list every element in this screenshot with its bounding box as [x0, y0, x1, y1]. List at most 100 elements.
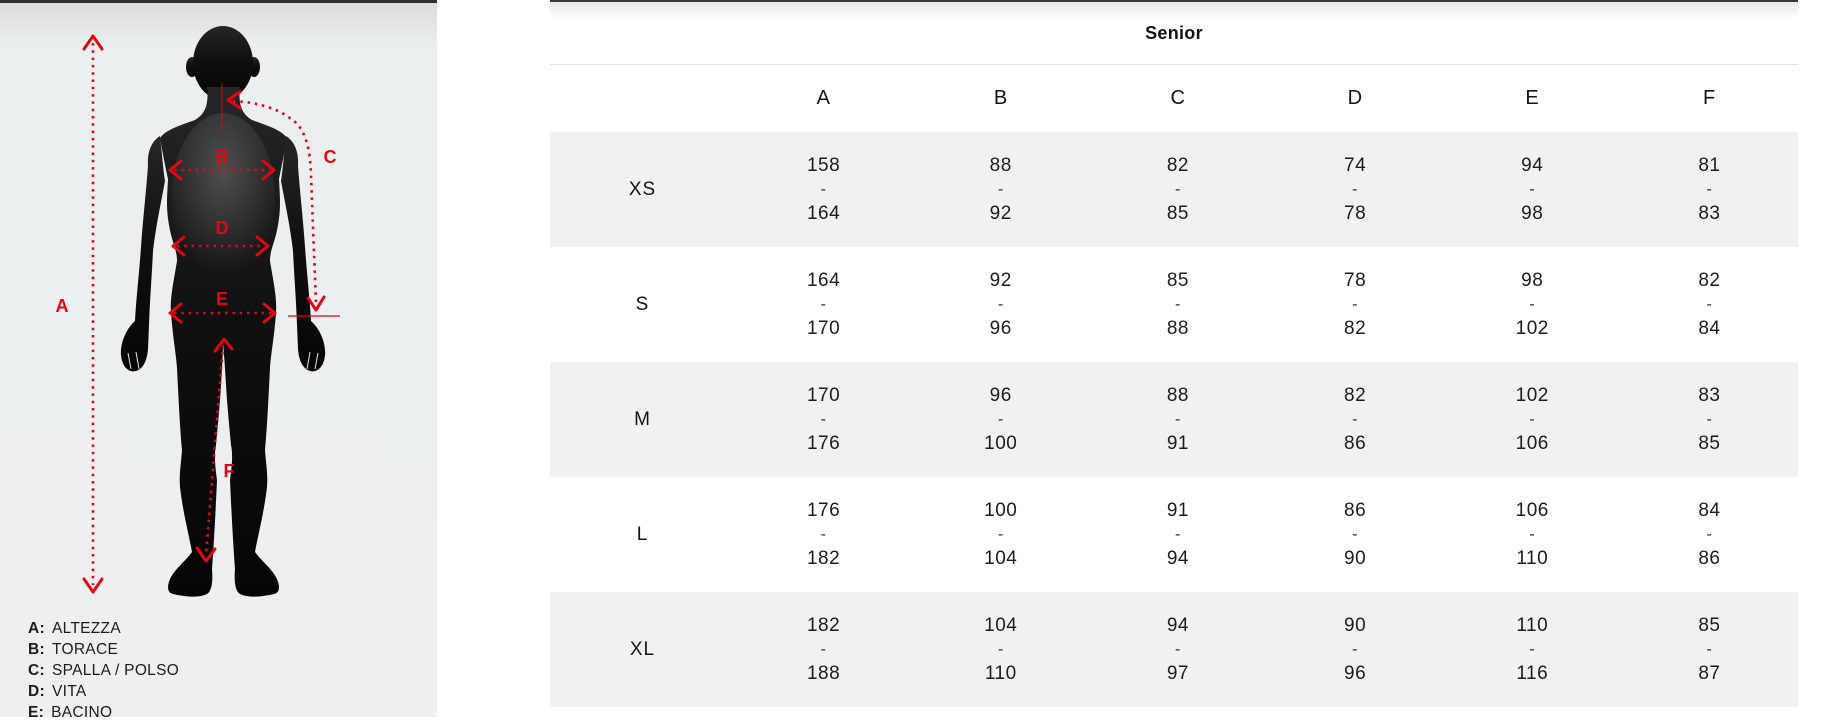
range-cell: 92 - 96 [912, 268, 1089, 342]
range-separator: - [1352, 525, 1358, 543]
range-min: 82 [1344, 384, 1367, 406]
size-row-m: M 170 - 176 96 - 100 88 - 91 82 - 86 102 - 106 83 -… [550, 362, 1798, 477]
range-min: 74 [1344, 154, 1367, 176]
legend-key: B: [28, 641, 45, 658]
range-separator: - [1175, 180, 1181, 198]
range-min: 84 [1698, 499, 1721, 521]
range-cell: 85 - 88 [1089, 268, 1266, 342]
range-separator: - [1352, 295, 1358, 313]
range-cell: 176 - 182 [735, 498, 912, 572]
range-cell: 82 - 85 [1089, 153, 1266, 227]
range-max: 83 [1698, 202, 1721, 224]
column-header: F [1703, 87, 1716, 109]
range-cell: 96 - 100 [912, 383, 1089, 457]
range-min: 91 [1166, 499, 1189, 521]
measurement-legend: A: ALTEZZA B: TORACE C: SPALLA / POLSO D: VI… [28, 618, 179, 723]
range-min: 110 [1516, 614, 1549, 636]
legend-key: C: [28, 662, 45, 679]
range-max: 116 [1516, 662, 1549, 684]
range-separator: - [1529, 525, 1536, 543]
measure-line-a [82, 34, 104, 594]
column-header: D [1347, 87, 1363, 109]
legend-item-c: C: SPALLA / POLSO [28, 660, 179, 681]
measure-label-a: A [56, 296, 69, 316]
range-separator: - [997, 640, 1004, 658]
size-label: S [635, 293, 650, 315]
range-separator: - [1529, 295, 1536, 313]
range-max: 92 [989, 202, 1012, 224]
range-cell: 91 - 94 [1089, 498, 1266, 572]
range-separator: - [820, 640, 827, 658]
range-max: 85 [1166, 202, 1189, 224]
range-cell: 94 - 97 [1089, 613, 1266, 687]
legend-key: D: [28, 683, 45, 700]
measure-line-f [195, 337, 234, 563]
range-max: 176 [806, 432, 841, 454]
range-min: 85 [1166, 269, 1189, 291]
range-min: 96 [989, 384, 1012, 406]
range-separator: - [997, 295, 1004, 313]
column-header-row: A B C D E F [550, 65, 1798, 132]
size-label: XS [628, 178, 657, 200]
legend-label: BACINO [51, 704, 113, 721]
range-cell: 98 - 102 [1444, 268, 1621, 342]
mannequin-head [193, 26, 253, 100]
range-min: 158 [806, 154, 841, 176]
range-separator: - [820, 295, 827, 313]
range-cell: 83 - 85 [1621, 383, 1798, 457]
range-max: 87 [1698, 662, 1721, 684]
measure-label-b: B [216, 147, 229, 167]
range-cell: 102 - 106 [1444, 383, 1621, 457]
range-cell: 78 - 82 [1267, 268, 1444, 342]
range-max: 110 [1516, 547, 1549, 569]
range-max: 106 [1515, 432, 1549, 454]
range-cell: 82 - 86 [1267, 383, 1444, 457]
range-cell: 88 - 91 [1089, 383, 1266, 457]
range-separator: - [1706, 410, 1713, 428]
range-min: 176 [806, 499, 841, 521]
range-cell: 84 - 86 [1621, 498, 1798, 572]
measure-line-d [171, 235, 270, 257]
range-min: 98 [1521, 269, 1544, 291]
range-min: 83 [1698, 384, 1721, 406]
range-min: 182 [806, 614, 841, 636]
range-min: 164 [806, 269, 841, 291]
range-cell: 158 - 164 [735, 153, 912, 227]
range-min: 90 [1344, 614, 1367, 636]
size-row-xl: XL 182 - 188 104 - 110 94 - 97 90 - 96 110 - 116 8… [550, 592, 1798, 707]
column-header: C [1170, 87, 1186, 109]
range-max: 98 [1521, 202, 1544, 224]
range-max: 164 [806, 202, 841, 224]
range-cell: 90 - 96 [1267, 613, 1444, 687]
measure-line-c [221, 83, 340, 317]
figure-panel: A B C D E F A: ALTEZZA B: TORACE C: SPALLA … [0, 0, 437, 721]
range-max: 97 [1166, 662, 1189, 684]
mannequin-left-arm [120, 136, 165, 372]
range-separator: - [997, 525, 1004, 543]
range-separator: - [1529, 180, 1536, 198]
range-min: 170 [806, 384, 841, 406]
range-max: 104 [984, 547, 1018, 569]
range-cell: 74 - 78 [1267, 153, 1444, 227]
range-separator: - [1706, 295, 1713, 313]
range-max: 78 [1344, 202, 1367, 224]
range-max: 102 [1515, 317, 1549, 339]
range-max: 90 [1344, 547, 1367, 569]
legend-label: TORACE [51, 641, 119, 658]
column-header: E [1525, 87, 1540, 109]
mannequin-right-arm [281, 136, 326, 372]
range-max: 84 [1698, 317, 1721, 339]
range-separator: - [1706, 180, 1713, 198]
range-max: 94 [1166, 547, 1189, 569]
range-min: 94 [1166, 614, 1189, 636]
range-separator: - [1175, 295, 1181, 313]
range-cell: 164 - 170 [735, 268, 912, 342]
range-separator: - [1175, 525, 1181, 543]
range-min: 94 [1521, 154, 1544, 176]
range-cell: 85 - 87 [1621, 613, 1798, 687]
range-separator: - [997, 410, 1004, 428]
column-header: A [816, 87, 831, 109]
measure-label-f: F [224, 461, 235, 481]
table-header: Senior [550, 0, 1798, 65]
range-max: 82 [1344, 317, 1367, 339]
